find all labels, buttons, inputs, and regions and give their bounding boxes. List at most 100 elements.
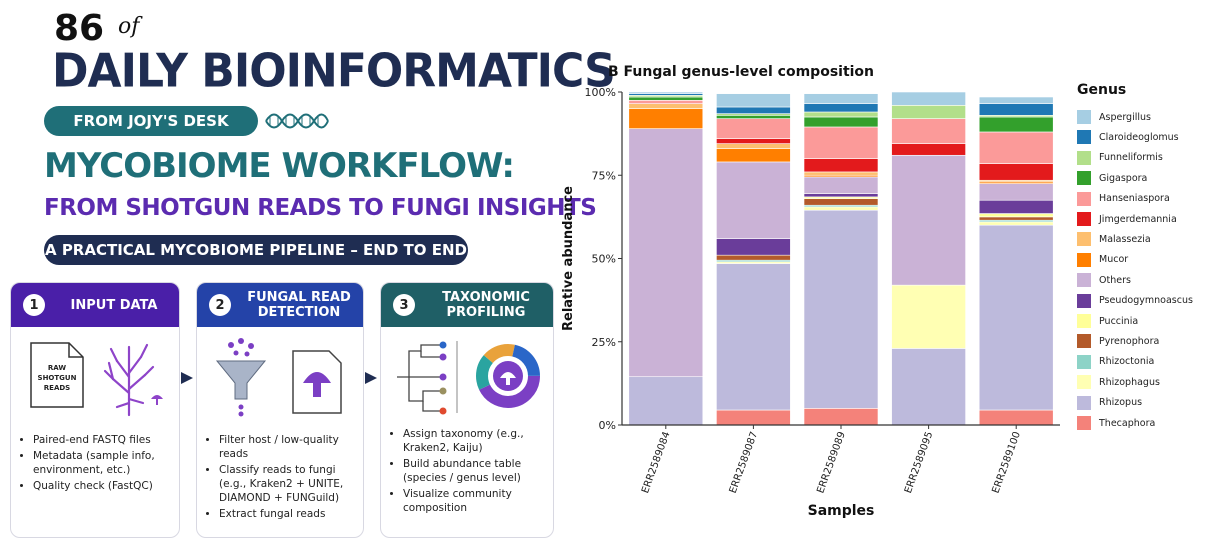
bar-segment bbox=[716, 115, 791, 119]
y-axis-label: Relative abundance bbox=[561, 186, 576, 331]
bar-segment bbox=[978, 116, 1054, 133]
legend-item: Gigaspora bbox=[1077, 171, 1147, 186]
x-tick-label: ERR2589089 bbox=[815, 430, 847, 495]
legend-swatch bbox=[1077, 191, 1091, 206]
arrow-right-icon bbox=[365, 372, 377, 384]
bullet-item: Classify reads to fungi (e.g., Kraken2 +… bbox=[219, 463, 357, 505]
bar-segment bbox=[978, 216, 1054, 221]
legend-label: Pseudogymnoascus bbox=[1099, 295, 1193, 307]
bar-segment bbox=[803, 116, 879, 128]
bar-segment bbox=[803, 193, 879, 198]
fungus-tree-icon bbox=[103, 343, 163, 417]
step-card-input-data: 1 INPUT DATA RAW SHOTGUN READS Paired-en… bbox=[10, 282, 180, 538]
legend-swatch bbox=[1077, 110, 1091, 124]
bar-segment bbox=[978, 224, 1054, 411]
legend-item: Rhizoctonia bbox=[1077, 354, 1154, 369]
bar-segment bbox=[628, 96, 704, 101]
bar-segment bbox=[803, 171, 879, 176]
x-tick-label: ERR2589095 bbox=[903, 430, 935, 495]
bar-segment bbox=[978, 409, 1054, 426]
donut-chart-icon bbox=[476, 344, 540, 408]
bar-segment bbox=[716, 143, 791, 149]
legend-swatch bbox=[1077, 314, 1091, 328]
legend-item: Pseudogymnoascus bbox=[1077, 293, 1193, 308]
chart-title: B Fungal genus-level composition bbox=[608, 64, 875, 80]
legend-label: Jimgerdemannia bbox=[1099, 213, 1177, 225]
bar-segment bbox=[716, 238, 791, 256]
legend-swatch bbox=[1077, 293, 1091, 308]
legend-swatch bbox=[1077, 416, 1091, 430]
bar-segment bbox=[716, 409, 791, 426]
legend-item: Funneliformis bbox=[1077, 150, 1163, 165]
bar-segment bbox=[891, 154, 966, 286]
legend-swatch bbox=[1077, 252, 1091, 267]
phylogenetic-tree-icon bbox=[397, 341, 458, 415]
legend-swatch bbox=[1077, 130, 1091, 145]
bar-segment bbox=[978, 213, 1054, 218]
legend-swatch bbox=[1077, 273, 1091, 288]
legend-swatch bbox=[1077, 232, 1091, 247]
bar-segment bbox=[978, 183, 1054, 201]
bar-segment bbox=[716, 118, 791, 139]
practical-banner: A PRACTICAL MYCOBIOME PIPELINE – END TO … bbox=[44, 235, 468, 265]
x-tick-label: ERR2589100 bbox=[991, 430, 1023, 495]
y-tick-label: 0% bbox=[599, 419, 616, 432]
bullet-item: Visualize community composition bbox=[403, 487, 547, 515]
dna-icon bbox=[265, 113, 329, 129]
infographic-panel: 86 of DAILY BIOINFORMATICS FROM JOJY'S D… bbox=[0, 0, 616, 552]
mushroom-document-icon bbox=[292, 350, 342, 414]
arrow-right-icon bbox=[181, 372, 193, 384]
legend-swatch bbox=[1077, 354, 1091, 369]
step-bullets: Assign taxonomy (e.g., Kraken2, Kaiju) B… bbox=[391, 427, 547, 517]
funnel-icon bbox=[215, 338, 267, 417]
bar-segment bbox=[978, 103, 1054, 116]
legend-swatch bbox=[1077, 212, 1091, 226]
bar-segment bbox=[628, 376, 704, 426]
step-header: 3 TAXONOMIC PROFILING bbox=[381, 283, 553, 327]
bar-segment bbox=[716, 263, 791, 411]
legend-item: Thecaphora bbox=[1077, 416, 1155, 430]
legend-label: Funneliformis bbox=[1099, 152, 1163, 164]
bar-segment bbox=[803, 408, 879, 426]
legend-item: Aspergillus bbox=[1077, 110, 1151, 124]
step-title: INPUT DATA bbox=[70, 297, 158, 313]
legend-label: Claroideoglomus bbox=[1099, 131, 1179, 143]
bar-segment bbox=[978, 163, 1054, 181]
bar-segment bbox=[803, 93, 879, 104]
legend-label: Thecaphora bbox=[1099, 417, 1156, 429]
step-header: 1 INPUT DATA bbox=[11, 283, 179, 327]
bar-segment bbox=[803, 126, 879, 159]
bar-segment bbox=[716, 148, 791, 163]
workflow-subtitle: FROM SHOTGUN READS TO FUNGI INSIGHTS bbox=[44, 195, 597, 221]
bar-segment bbox=[628, 100, 704, 104]
bar-segment bbox=[716, 93, 791, 108]
step-card-taxonomic-profiling: 3 TAXONOMIC PROFILING Assign taxonomy (e… bbox=[380, 282, 554, 538]
bar-segment bbox=[891, 105, 966, 119]
x-axis-label: Samples bbox=[808, 503, 875, 519]
x-tick-label: ERR2589084 bbox=[640, 430, 672, 495]
legend-swatch bbox=[1077, 150, 1091, 165]
bar-segment bbox=[803, 206, 879, 211]
legend-label: Others bbox=[1099, 274, 1131, 286]
bar-segment bbox=[978, 131, 1054, 164]
legend-label: Malassezia bbox=[1099, 233, 1151, 245]
legend-label: Rhizophagus bbox=[1099, 376, 1160, 388]
bar-segment bbox=[628, 108, 704, 129]
legend-item: Jimgerdemannia bbox=[1077, 212, 1177, 226]
stacked-bar-chart: 0% 25% 50% 75% 100% ERR2589084 ERR2589087 ERR25… bbox=[561, 86, 1060, 519]
step-number: 3 bbox=[393, 294, 415, 316]
bar-segment bbox=[803, 103, 879, 113]
bar-segment bbox=[803, 158, 879, 173]
step-header: 2 FUNGAL READ DETECTION bbox=[197, 283, 363, 327]
step-bullets: Paired-end FASTQ files Metadata (sample … bbox=[21, 433, 171, 495]
bar-segment bbox=[803, 111, 879, 118]
bar-segment bbox=[891, 143, 966, 156]
step-title: FUNGAL READ DETECTION bbox=[247, 290, 351, 320]
bar-segment bbox=[803, 198, 879, 206]
series-number: 86 bbox=[54, 8, 105, 49]
legend-item: Others bbox=[1077, 273, 1131, 288]
legend-title: Genus bbox=[1077, 82, 1127, 98]
legend-swatch bbox=[1077, 395, 1091, 410]
bar-segment bbox=[891, 91, 966, 106]
legend-label: Hanseniaspora bbox=[1099, 193, 1170, 205]
